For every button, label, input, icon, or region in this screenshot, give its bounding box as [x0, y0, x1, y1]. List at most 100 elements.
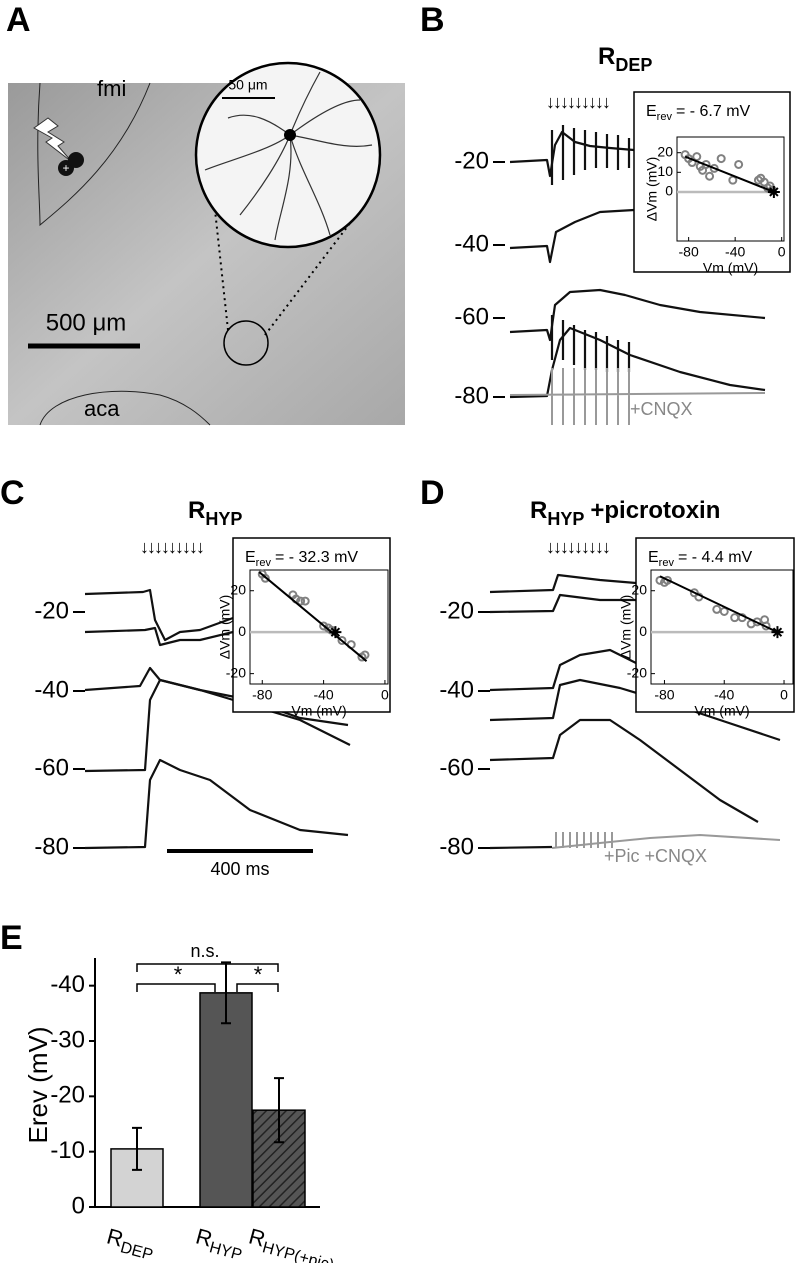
drug-label: +CNQX — [630, 399, 693, 419]
category-sub: DEP — [118, 1239, 154, 1263]
data-point — [709, 163, 719, 173]
erev-value: = - 6.7 mV — [676, 103, 751, 120]
data-point — [319, 621, 329, 631]
data-point — [296, 596, 306, 606]
x-tick-label: RHYP(+pic) — [245, 1223, 339, 1263]
drug-label: +Pic +CNQX — [604, 846, 707, 866]
x-tick-label: -40 — [313, 687, 333, 703]
fit-line — [258, 571, 368, 662]
erev-text: Erev = - 6.7 mV — [646, 103, 751, 123]
trace-tick-label: -20 — [34, 597, 69, 624]
erev-sub: rev — [256, 557, 272, 569]
title-main: R — [188, 497, 205, 524]
title-suffix: +picrotoxin — [590, 497, 720, 524]
erev-sub: rev — [657, 111, 673, 123]
zoom-circle — [223, 320, 269, 366]
category-sub: HYP — [207, 1239, 243, 1263]
erev-text: Erev = - 32.3 mV — [245, 549, 358, 569]
data-point — [360, 650, 370, 660]
trace-tick-label: -40 — [439, 676, 474, 703]
x-tick-label: -80 — [679, 244, 699, 260]
title-main: R — [530, 497, 547, 524]
electrode-sign: + — [62, 161, 69, 175]
y-tick-label: 20 — [631, 581, 647, 597]
stim-arrows: ↓↓↓↓↓↓↓↓↓ — [546, 92, 609, 112]
x-tick-label: RHYP — [192, 1223, 247, 1263]
category-main: R — [246, 1223, 268, 1251]
title-sub: DEP — [615, 55, 652, 75]
fit-line — [684, 155, 775, 193]
data-point — [705, 171, 715, 181]
y-tick-label: -20 — [627, 664, 647, 680]
y-tick-label: 0 — [238, 623, 246, 639]
error-bar — [274, 1077, 284, 1144]
inset-frame — [633, 91, 791, 273]
x-tick-label: 0 — [381, 687, 389, 703]
traces — [489, 573, 781, 850]
x-tick-label: RDEP — [103, 1223, 158, 1263]
panel-label: E — [0, 919, 23, 957]
trace-tick-label: -60 — [439, 754, 474, 781]
traces — [509, 125, 766, 425]
erev-symbol: E — [648, 549, 659, 566]
category-sub: HYP(+pic) — [260, 1239, 335, 1263]
region-label: fmi — [97, 76, 126, 101]
y-axis-label: ΔVm (mV) — [217, 595, 233, 660]
error-bar — [221, 961, 231, 1025]
y-tick-label: -20 — [226, 664, 246, 680]
trace-tick-label: -80 — [454, 382, 489, 409]
data-point — [337, 635, 347, 645]
traces — [84, 588, 351, 850]
inset-frame — [232, 537, 391, 713]
panel-title: RHYP — [188, 497, 242, 528]
erev-text: Erev = - 4.4 mV — [648, 549, 753, 569]
category-main: R — [193, 1223, 215, 1251]
y-tick-label: 0 — [639, 623, 647, 639]
zoom-line — [264, 209, 361, 336]
panel-label: C — [0, 474, 25, 512]
x-axis-label: Vm (mV) — [694, 703, 749, 719]
x-axis-label: Vm (mV) — [291, 703, 346, 719]
x-axis-label: Vm (mV) — [703, 260, 758, 276]
trace-tick-label: -40 — [454, 230, 489, 257]
data-point — [692, 152, 702, 162]
y-tick-label: 10 — [657, 163, 673, 179]
y-tick-label: -30 — [50, 1026, 85, 1053]
region-outline — [39, 390, 211, 426]
trace-tick-label: -20 — [439, 597, 474, 624]
sig-label: * — [174, 962, 183, 987]
stimulus-icon — [33, 117, 73, 163]
y-tick-label: 0 — [72, 1192, 85, 1219]
reversal-marker — [329, 626, 342, 639]
y-axis-label: Erev (mV) — [23, 1027, 53, 1144]
soma — [284, 129, 296, 141]
x-tick-label: 0 — [778, 244, 786, 260]
y-axis-label: ΔVm (mV) — [618, 595, 634, 660]
reversal-marker — [771, 626, 784, 639]
trace-tick-label: -80 — [439, 833, 474, 860]
ns-label: n.s. — [190, 941, 219, 961]
y-tick-label: 0 — [665, 183, 673, 199]
stim-arrows: ↓↓↓↓↓↓↓↓↓ — [140, 537, 203, 557]
x-tick-label: -40 — [725, 244, 745, 260]
data-point — [734, 159, 744, 169]
y-tick-label: -10 — [50, 1137, 85, 1164]
y-tick-label: 20 — [657, 143, 673, 159]
panel-title: RDEP — [598, 43, 652, 74]
bar — [199, 992, 253, 1208]
x-tick-label: -80 — [252, 687, 272, 703]
panel-label: A — [6, 1, 31, 39]
neuron — [204, 71, 373, 241]
erev-symbol: E — [245, 549, 256, 566]
reversal-marker — [767, 185, 780, 198]
scale-label: 50 μm — [228, 77, 267, 93]
panel-label: B — [420, 1, 445, 39]
x-tick-label: -40 — [714, 687, 734, 703]
erev-value: = - 32.3 mV — [275, 549, 358, 566]
trace-tick-label: -20 — [454, 147, 489, 174]
panel-label: D — [420, 474, 445, 512]
plot-frame — [676, 136, 785, 242]
data-point — [300, 596, 310, 606]
y-tick-label: -40 — [50, 971, 85, 998]
erev-symbol: E — [646, 103, 657, 120]
